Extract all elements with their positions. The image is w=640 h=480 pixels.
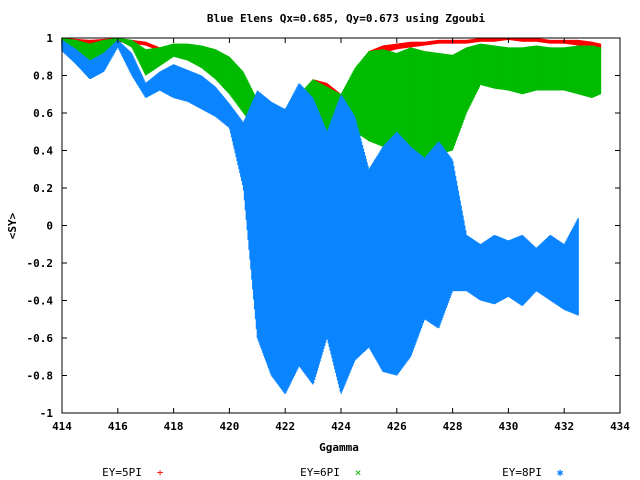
x-tick-label: 432	[554, 420, 574, 433]
legend-marker-0: +	[157, 466, 164, 479]
y-tick-label: -0.8	[27, 370, 54, 383]
y-tick-label: 0.4	[33, 145, 53, 158]
series-layer	[61, 38, 602, 395]
x-tick-label: 426	[387, 420, 407, 433]
legend: EY=5PI + EY=6PI × EY=8PI ✱	[102, 466, 564, 479]
x-tick-label: 420	[219, 420, 239, 433]
x-tick-label: 414	[52, 420, 72, 433]
series-2-points	[61, 39, 579, 395]
y-tick-label: 0	[46, 220, 53, 233]
series-1-points	[61, 38, 602, 160]
x-tick-label: 428	[443, 420, 463, 433]
y-tick-label: -0.4	[27, 295, 54, 308]
legend-label-0: EY=5PI	[102, 466, 142, 479]
x-tick-label: 430	[498, 420, 518, 433]
y-tick-label: -1	[40, 407, 54, 420]
y-axis-label: <SY>	[6, 212, 19, 239]
legend-label-2: EY=8PI	[502, 466, 542, 479]
x-axis-label: Ggamma	[319, 441, 359, 454]
y-tick-label: 0.2	[33, 182, 53, 195]
legend-marker-1: ×	[355, 466, 362, 479]
legend-marker-2: ✱	[557, 466, 564, 479]
axis-ticks: 414 416 418 420 422 424 426 428 430 432 434 -1 -0.8 -…	[27, 32, 631, 433]
x-tick-label: 418	[164, 420, 184, 433]
x-tick-label: 424	[331, 420, 351, 433]
x-tick-label: 416	[108, 420, 128, 433]
y-tick-label: -0.6	[27, 332, 54, 345]
x-tick-label: 434	[610, 420, 630, 433]
y-tick-label: -0.2	[27, 257, 54, 270]
y-tick-label: 1	[46, 32, 53, 45]
chart-title: Blue Elens Qx=0.685, Qy=0.673 using Zgou…	[207, 12, 486, 25]
y-tick-label: 0.8	[33, 70, 53, 83]
y-tick-label: 0.6	[33, 107, 53, 120]
legend-label-1: EY=6PI	[300, 466, 340, 479]
x-tick-label: 422	[275, 420, 295, 433]
